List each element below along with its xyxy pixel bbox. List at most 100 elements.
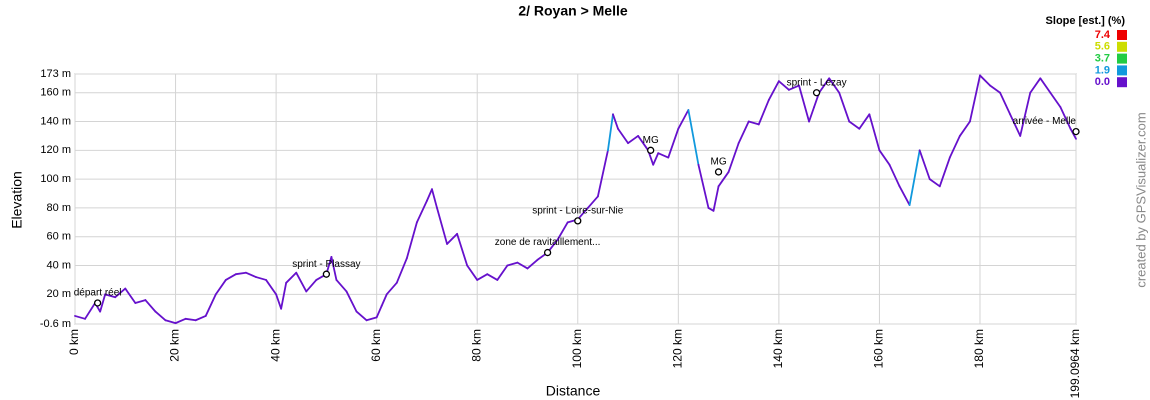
elevation-segment <box>586 195 599 209</box>
elevation-segment <box>431 188 438 209</box>
legend-label: 5.6 <box>1095 41 1110 53</box>
elevation-segment <box>1049 91 1062 109</box>
elevation-segment <box>878 149 891 166</box>
elevation-segment <box>777 80 790 91</box>
elevation-segment <box>818 77 831 94</box>
waypoint-label: départ réel <box>74 288 122 299</box>
elevation-segment <box>466 264 479 281</box>
elevation-segment <box>174 317 187 325</box>
elevation-segment <box>808 106 815 123</box>
waypoint <box>322 270 331 278</box>
elevation-segment <box>486 273 499 281</box>
y-tick-label: 20 m <box>47 288 71 300</box>
elevation-segment <box>757 99 770 126</box>
elevation-segment <box>767 80 780 101</box>
waypoint-label: sprint - Plassay <box>292 259 360 270</box>
waypoint-label: MG <box>643 135 659 146</box>
waypoint <box>543 248 552 257</box>
elevation-segment <box>969 74 981 123</box>
elevation-segment <box>737 120 750 145</box>
x-tick-label: 180 km <box>972 329 986 368</box>
elevation-segment <box>214 279 227 296</box>
waypoint <box>574 217 582 225</box>
elevation-segment <box>84 302 97 320</box>
waypoint-label: MG <box>710 157 726 168</box>
elevation-segment <box>838 91 851 123</box>
elevation-segment <box>576 207 589 221</box>
elevation-segment <box>556 221 569 241</box>
plot-area <box>74 73 1077 325</box>
waypoint <box>647 146 655 154</box>
x-tick-label: 0 km <box>67 329 81 355</box>
elevation-segment <box>908 149 921 206</box>
elevation-segment <box>948 135 961 159</box>
elevation-segment <box>224 273 237 281</box>
elevation-segment <box>426 188 433 202</box>
y-tick-label: 40 m <box>47 259 71 271</box>
elevation-segment <box>617 127 629 145</box>
x-tick-label: 60 km <box>369 329 383 362</box>
elevation-segment <box>104 293 117 299</box>
x-tick-label: 199.0964 km <box>1068 329 1082 398</box>
elevation-segment <box>375 304 383 319</box>
elevation-segment <box>305 279 318 293</box>
legend-label: 3.7 <box>1095 53 1110 65</box>
elevation-segment <box>918 149 931 181</box>
elevation-segment <box>255 276 267 281</box>
elevation-segment <box>330 255 338 281</box>
elevation-segment <box>280 281 288 310</box>
elevation-segment <box>607 113 614 152</box>
elevation-segment <box>858 113 871 130</box>
elevation-segment <box>496 264 509 281</box>
elevation-segment <box>788 84 800 91</box>
elevation-segment <box>476 273 489 281</box>
elevation-segment <box>717 171 730 188</box>
elevation-segment <box>436 207 448 245</box>
legend-swatch <box>1117 53 1127 64</box>
elevation-segment <box>285 271 298 284</box>
elevation-segment <box>707 207 715 212</box>
x-tick-label: 140 km <box>771 329 785 368</box>
y-tick-label: 140 m <box>40 115 71 127</box>
legend-swatch <box>1117 30 1127 40</box>
y-tick-label: 173 m <box>40 68 71 80</box>
elevation-segment <box>74 315 86 320</box>
x-axis-label: Distance <box>546 383 601 399</box>
elevation-segment <box>637 135 650 152</box>
elevation-segment <box>164 319 177 325</box>
legend-title: Slope [est.] (%) <box>1046 15 1126 27</box>
elevation-segment <box>335 279 348 293</box>
elevation-segment <box>712 185 720 212</box>
elevation-segment <box>265 279 278 296</box>
waypoint <box>1072 127 1080 136</box>
elevation-segment <box>275 293 283 310</box>
elevation-segment <box>928 178 941 188</box>
y-tick-label: 80 m <box>47 202 71 214</box>
x-tick-label: 20 km <box>168 329 182 362</box>
elevation-segment <box>747 120 760 126</box>
elevation-segment <box>652 152 660 166</box>
elevation-segment <box>99 293 107 313</box>
waypoint-label: sprint - Loire-sur-Nie <box>532 206 624 217</box>
elevation-segment <box>446 232 459 245</box>
elevation-segment <box>405 221 418 260</box>
legend-label: 7.4 <box>1095 29 1111 41</box>
elevation-segment <box>1029 77 1042 94</box>
elevation-segment <box>612 113 619 130</box>
elevation-segment <box>114 287 127 299</box>
elevation-segment <box>596 149 609 198</box>
elevation-segment <box>687 109 700 166</box>
credit: created by GPSVisualizer.com <box>1133 112 1148 287</box>
elevation-segment <box>295 271 308 293</box>
elevation-segment <box>415 199 428 224</box>
elevation-segment <box>828 77 841 94</box>
legend-label: 1.9 <box>1095 64 1110 76</box>
x-tick-label: 120 km <box>670 329 684 368</box>
elevation-segment <box>234 271 247 276</box>
elevation-segment <box>958 120 971 137</box>
elevation-segment <box>898 185 911 206</box>
legend-swatch <box>1117 77 1127 88</box>
elevation-segment <box>888 163 901 188</box>
elevation-segment <box>989 84 1001 94</box>
